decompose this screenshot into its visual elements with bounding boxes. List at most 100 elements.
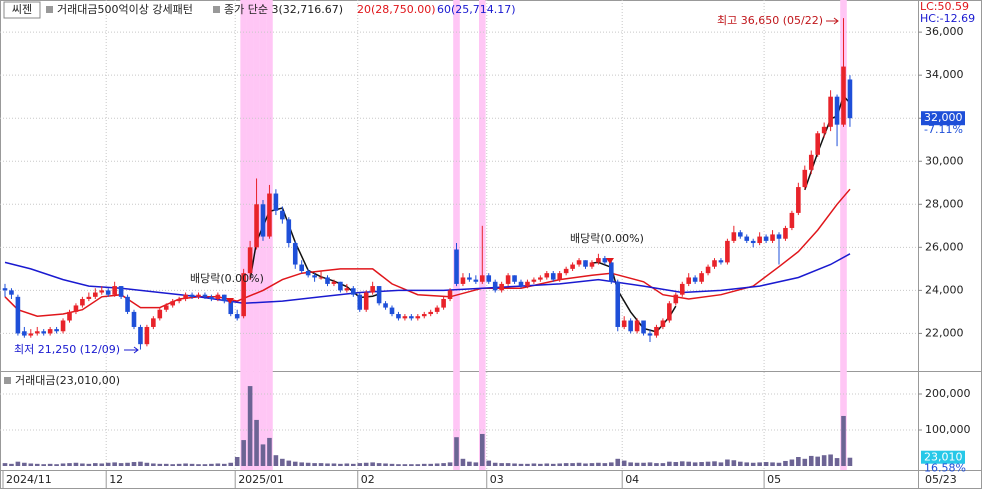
volume-bar bbox=[763, 462, 769, 466]
volume-bar bbox=[196, 464, 201, 466]
chart-title: 씨젠 bbox=[12, 3, 32, 16]
candle-body bbox=[673, 294, 679, 304]
volume-bar bbox=[34, 463, 40, 466]
candle-body bbox=[550, 273, 556, 280]
volume-bar bbox=[492, 462, 498, 466]
last-price-label: 32,000 bbox=[924, 111, 963, 124]
volume-bar bbox=[550, 463, 556, 466]
volume-bar bbox=[473, 462, 479, 466]
candle-body bbox=[196, 294, 201, 297]
candle-body bbox=[215, 294, 221, 299]
candle-body bbox=[763, 236, 769, 241]
y-tick-label: 26,000 bbox=[925, 240, 964, 253]
last-price-box bbox=[921, 111, 965, 126]
candle-body bbox=[47, 329, 53, 334]
candle-body bbox=[454, 249, 459, 284]
candle-body bbox=[54, 329, 59, 332]
legend-swatch bbox=[213, 6, 220, 13]
candle-body bbox=[209, 296, 214, 299]
volume-bar bbox=[222, 463, 227, 466]
volume-bar bbox=[776, 462, 782, 466]
candle-body bbox=[634, 320, 640, 332]
candle-body bbox=[576, 260, 582, 265]
candle-body bbox=[363, 292, 369, 310]
volume-bar bbox=[138, 461, 143, 466]
candle-body bbox=[802, 169, 808, 188]
candle-body bbox=[247, 247, 253, 274]
candle-body bbox=[163, 305, 169, 310]
candle-body bbox=[170, 301, 175, 306]
annotation: 배당락(0.00%) bbox=[570, 232, 644, 245]
candle-body bbox=[609, 262, 614, 282]
volume-bar bbox=[783, 460, 788, 466]
candle-body bbox=[34, 331, 40, 334]
title-box bbox=[3, 1, 41, 19]
x-tick-label: 05 bbox=[767, 473, 781, 486]
ma-line bbox=[249, 94, 851, 333]
candle-body bbox=[402, 316, 408, 319]
volume-bar bbox=[105, 462, 111, 466]
candle-body bbox=[667, 303, 672, 321]
candle-body bbox=[41, 331, 46, 334]
candle-body bbox=[518, 281, 524, 287]
volume-bar bbox=[157, 463, 163, 466]
candle-body bbox=[621, 320, 627, 327]
candle-body bbox=[105, 290, 111, 295]
volume-bar bbox=[460, 458, 466, 466]
volume-bar bbox=[383, 463, 388, 466]
bands-layer bbox=[240, 0, 847, 470]
candle-body bbox=[692, 277, 698, 282]
volume-bar bbox=[99, 463, 105, 466]
volume-bar bbox=[402, 464, 408, 466]
volume-bar bbox=[86, 463, 92, 466]
volume-bar bbox=[60, 463, 66, 466]
y-tick-label: 28,000 bbox=[925, 197, 964, 210]
candle-body bbox=[292, 243, 298, 265]
pattern-band bbox=[840, 0, 847, 470]
candle-body bbox=[499, 283, 504, 291]
legend-ma: 20(28,750.00) bbox=[357, 3, 436, 16]
candle-body bbox=[467, 277, 472, 280]
volume-bar bbox=[634, 462, 640, 466]
lc-label: LC:50.59 bbox=[920, 0, 969, 13]
volume-bar bbox=[267, 437, 272, 466]
legend-swatch bbox=[46, 6, 53, 13]
x-tick-label: 04 bbox=[625, 473, 639, 486]
volume-bar bbox=[796, 457, 801, 466]
volume-bar bbox=[273, 455, 279, 466]
candle-body bbox=[776, 234, 782, 239]
volume-bar bbox=[370, 462, 375, 466]
candle-body bbox=[538, 277, 543, 280]
candle-body bbox=[157, 309, 163, 319]
candles-layer bbox=[2, 18, 853, 350]
volume-bar bbox=[447, 462, 453, 466]
candle-body bbox=[2, 288, 8, 291]
volume-bar bbox=[557, 463, 562, 466]
candle-body bbox=[492, 281, 498, 291]
candle-body bbox=[376, 286, 382, 304]
volume-bar bbox=[260, 444, 266, 466]
volume-bar bbox=[215, 463, 221, 466]
volume-bar bbox=[54, 464, 59, 466]
volume-bar bbox=[802, 458, 808, 466]
volume-bar bbox=[738, 461, 743, 466]
candle-body bbox=[808, 154, 814, 170]
candle-body bbox=[628, 320, 633, 332]
volume-bar bbox=[770, 462, 775, 466]
volume-bar bbox=[679, 461, 685, 466]
volume-bar bbox=[280, 458, 285, 466]
candle-body bbox=[67, 311, 72, 321]
volume-bar bbox=[789, 459, 795, 466]
volume-bar bbox=[247, 386, 253, 466]
pattern-band bbox=[240, 0, 247, 470]
candle-body bbox=[280, 210, 285, 220]
volume-bar bbox=[176, 463, 182, 466]
candle-body bbox=[234, 314, 240, 319]
volume-bar bbox=[757, 462, 762, 466]
candle-body bbox=[396, 314, 401, 319]
volume-bar bbox=[544, 463, 550, 466]
candle-body bbox=[338, 281, 343, 291]
candle-body bbox=[847, 79, 853, 119]
